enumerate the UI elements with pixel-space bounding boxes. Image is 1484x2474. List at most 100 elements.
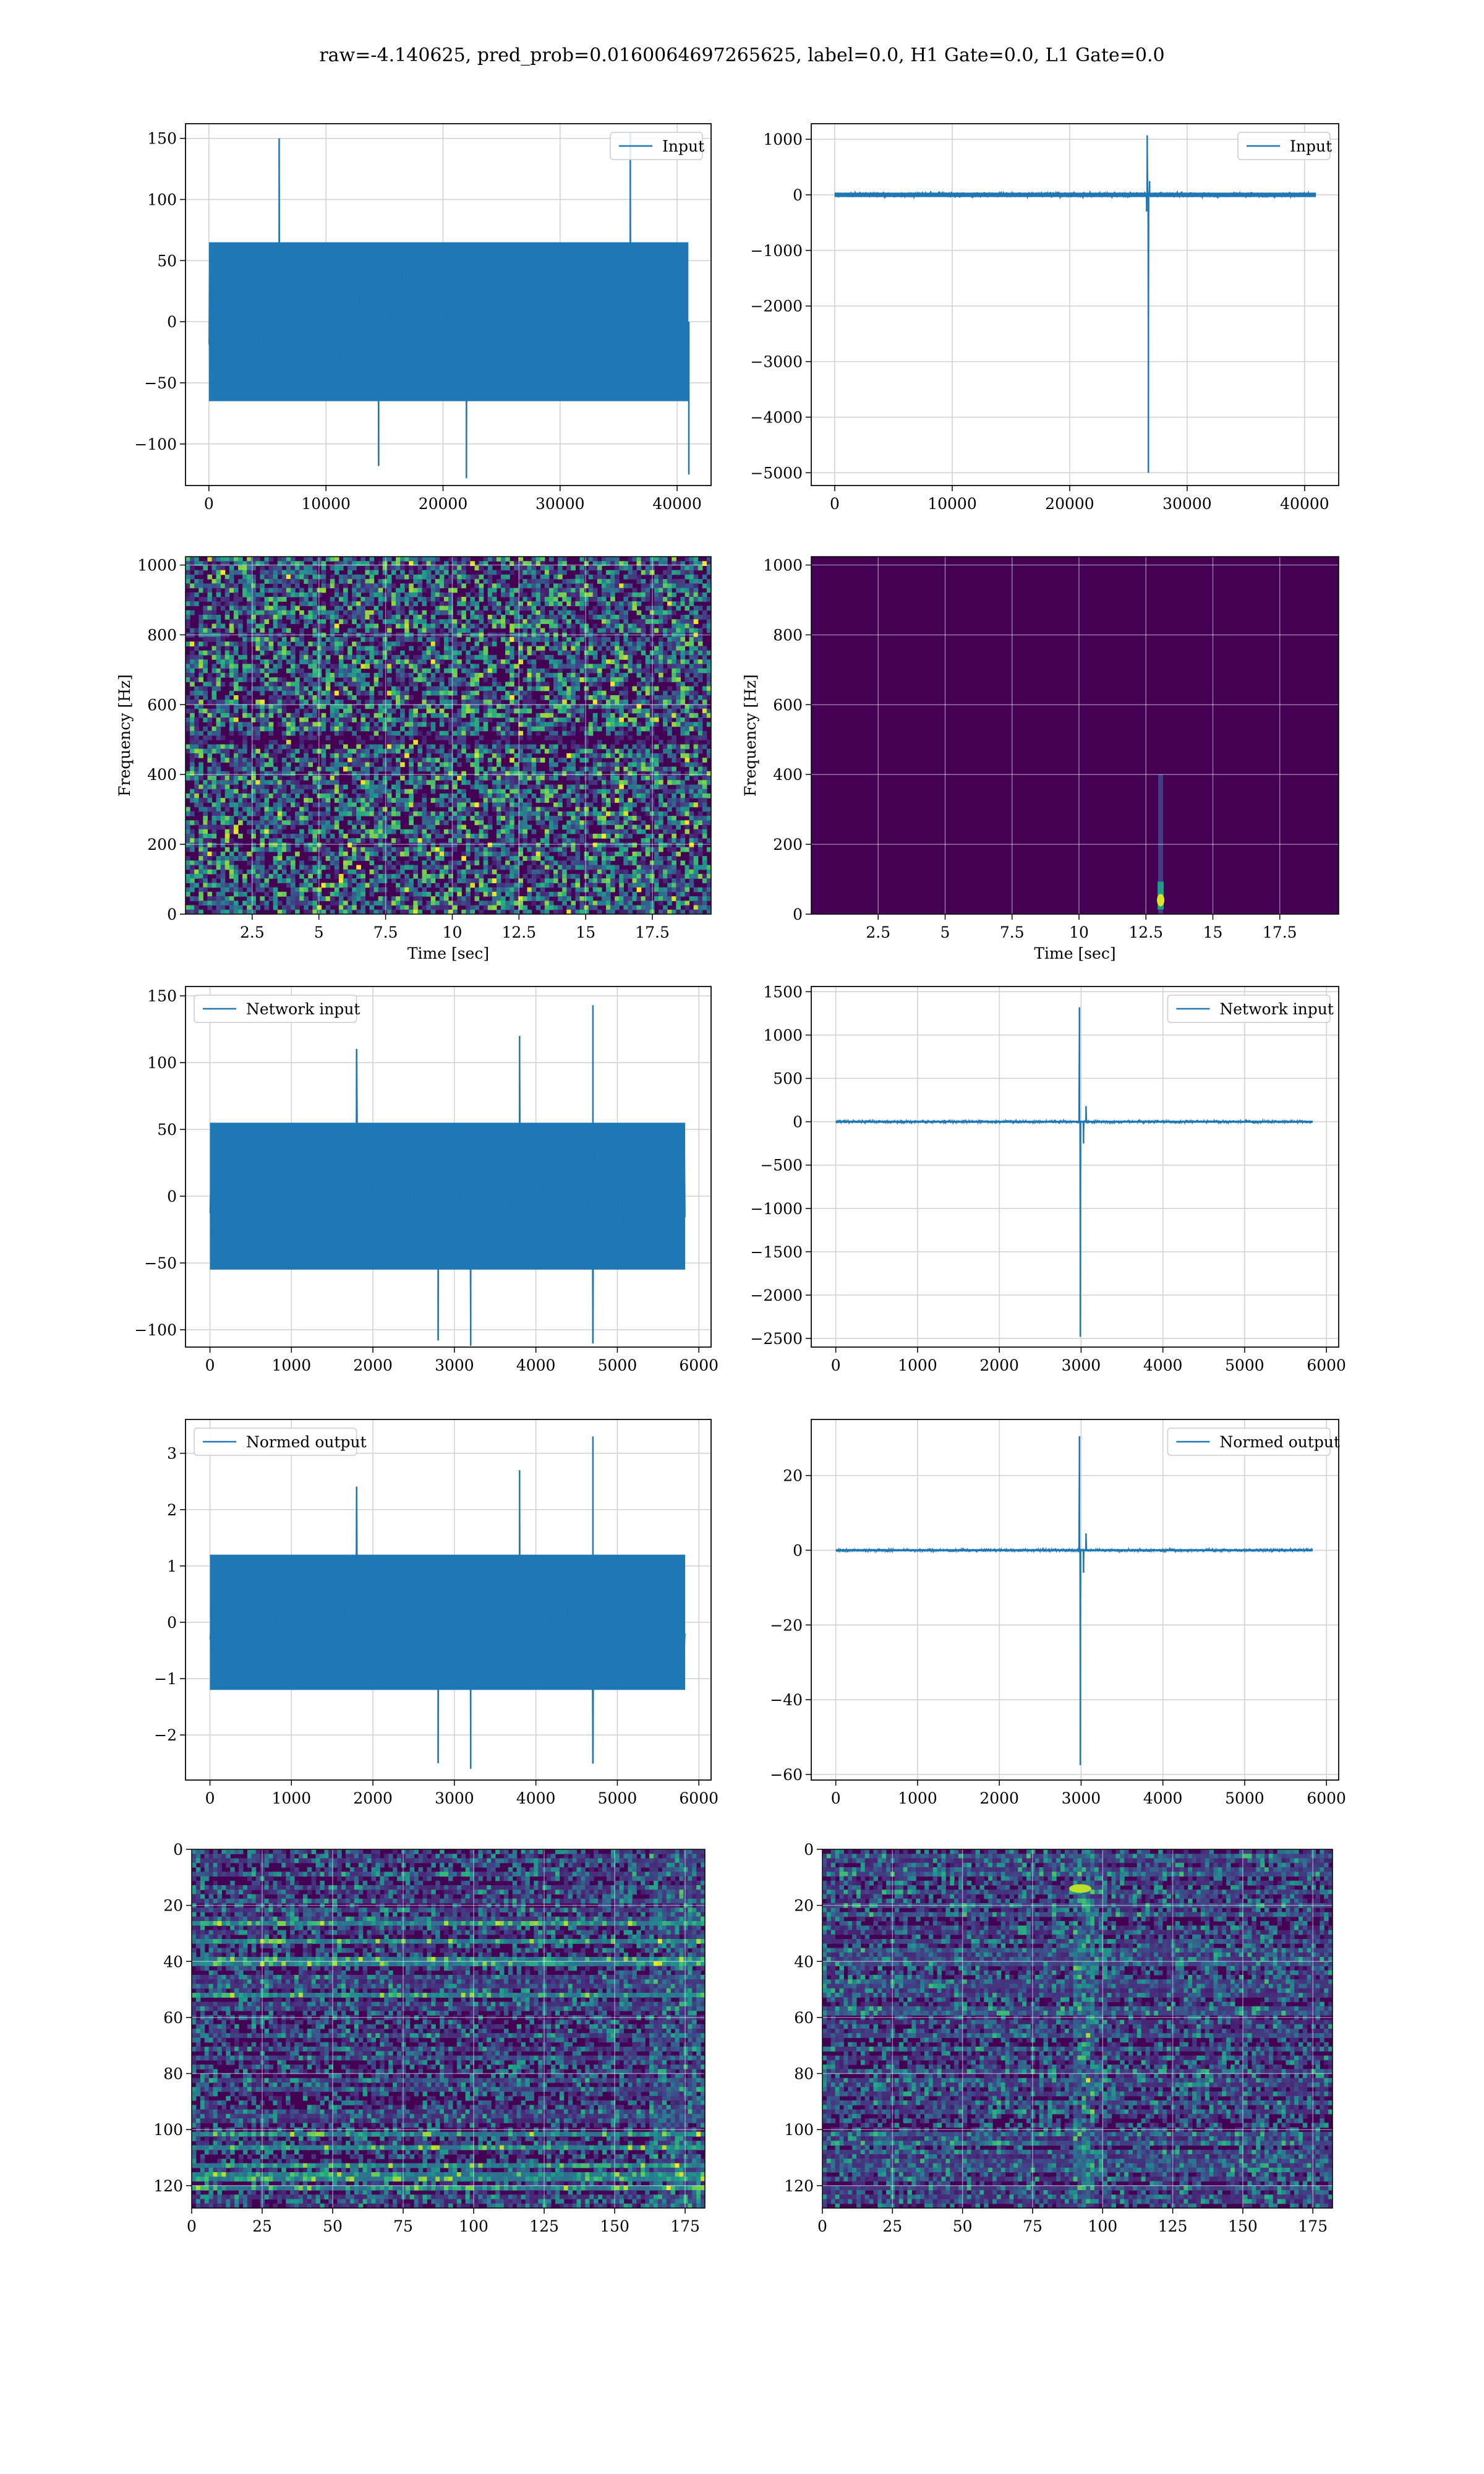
heatmap-cell <box>514 708 519 714</box>
heatmap-cell <box>334 722 339 727</box>
heatmap-cell <box>242 592 247 597</box>
heatmap-cell <box>697 780 703 785</box>
heatmap-cell <box>277 619 283 624</box>
heatmap-cell <box>396 740 401 745</box>
heatmap-cell <box>229 780 234 785</box>
heatmap-cell <box>544 807 550 812</box>
heatmap-cell <box>304 784 309 790</box>
heatmap-cell <box>457 713 462 718</box>
heatmap-cell <box>348 601 352 607</box>
heatmap-cell <box>680 690 686 696</box>
heatmap-cell <box>207 713 213 718</box>
heatmap-cell <box>229 758 234 763</box>
heatmap-cell <box>448 816 453 821</box>
heatmap-cell <box>299 704 304 709</box>
heatmap-cell <box>706 597 711 602</box>
heatmap-cell <box>229 619 234 624</box>
heatmap-cell <box>220 632 226 638</box>
heatmap-cell <box>207 753 213 758</box>
heatmap-cell <box>264 659 270 664</box>
heatmap-cell <box>365 780 370 785</box>
heatmap-cell <box>317 686 322 691</box>
heatmap-cell <box>558 700 563 705</box>
heatmap-cell <box>356 740 361 745</box>
heatmap-cell <box>268 811 274 816</box>
heatmap-cell <box>260 700 265 705</box>
heatmap-cell <box>369 557 375 562</box>
heatmap-cell <box>352 574 357 580</box>
heatmap-cell <box>584 753 589 758</box>
heatmap-cell <box>659 776 663 781</box>
heatmap-cell <box>544 588 550 593</box>
heatmap-cell <box>474 682 480 687</box>
heatmap-cell <box>264 771 270 776</box>
heatmap-cell <box>619 654 624 660</box>
heatmap-cell <box>330 610 335 615</box>
heatmap-cell <box>286 557 291 562</box>
heatmap-cell <box>277 744 283 750</box>
heatmap-cell <box>435 704 440 709</box>
heatmap-cell <box>312 574 318 580</box>
heatmap-cell <box>610 700 615 705</box>
heatmap-cell <box>522 570 528 575</box>
heatmap-cell <box>540 717 545 722</box>
heatmap-cell <box>615 641 620 647</box>
heatmap-cell <box>654 776 659 781</box>
heatmap-cell <box>641 744 646 750</box>
heatmap-cell <box>649 730 655 736</box>
heatmap-cell <box>601 654 607 660</box>
heatmap-cell <box>295 793 300 798</box>
heatmap-cell <box>684 668 690 674</box>
heatmap-cell <box>286 717 291 722</box>
heatmap-cell <box>706 677 711 682</box>
heatmap-cell <box>435 668 440 674</box>
heatmap-cell <box>386 574 392 580</box>
heatmap-cell <box>531 748 537 754</box>
heatmap-cell <box>238 579 243 584</box>
heatmap-cell <box>527 659 532 664</box>
heatmap-cell <box>457 816 462 821</box>
heatmap-cell <box>575 677 581 682</box>
heatmap-cell <box>409 798 414 803</box>
heatmap-cell <box>548 793 554 798</box>
heatmap-cell <box>479 672 484 678</box>
heatmap-cell <box>281 735 287 740</box>
heatmap-cell <box>628 650 633 656</box>
heatmap-cell <box>492 740 497 745</box>
heatmap-cell <box>343 744 348 750</box>
heatmap-cell <box>619 606 624 611</box>
heatmap-cell <box>378 650 383 656</box>
heatmap-cell <box>439 677 445 682</box>
heatmap-cell <box>426 762 432 768</box>
heatmap-cell <box>632 784 638 790</box>
heatmap-cell <box>365 776 370 781</box>
heatmap-cell <box>216 748 221 754</box>
heatmap-cell <box>706 753 711 758</box>
heatmap-cell <box>273 816 278 821</box>
heatmap-cell <box>672 758 676 763</box>
heatmap-cell <box>667 641 672 647</box>
heatmap-cell <box>548 637 554 642</box>
heatmap-cell <box>277 820 283 826</box>
heatmap-cell <box>470 601 475 607</box>
heatmap-cell <box>216 780 221 785</box>
heatmap-cell <box>610 766 615 772</box>
heatmap-cell <box>510 601 514 607</box>
heatmap-cell <box>505 592 510 597</box>
heatmap-cell <box>382 700 388 705</box>
heatmap-cell <box>514 824 519 830</box>
heatmap-cell <box>562 570 567 575</box>
heatmap-cell <box>672 802 676 808</box>
heatmap-cell <box>391 829 396 834</box>
heatmap-cell <box>453 628 458 633</box>
heatmap-cell <box>654 771 659 776</box>
heatmap-cell <box>689 583 694 589</box>
heatmap-cell <box>501 722 506 727</box>
heatmap-cell <box>211 557 217 562</box>
heatmap-cell <box>251 730 256 736</box>
heatmap-cell <box>251 829 256 834</box>
heatmap-cell <box>566 824 571 830</box>
heatmap-cell <box>641 708 646 714</box>
heatmap-cell <box>186 771 190 776</box>
heatmap-cell <box>487 820 493 826</box>
